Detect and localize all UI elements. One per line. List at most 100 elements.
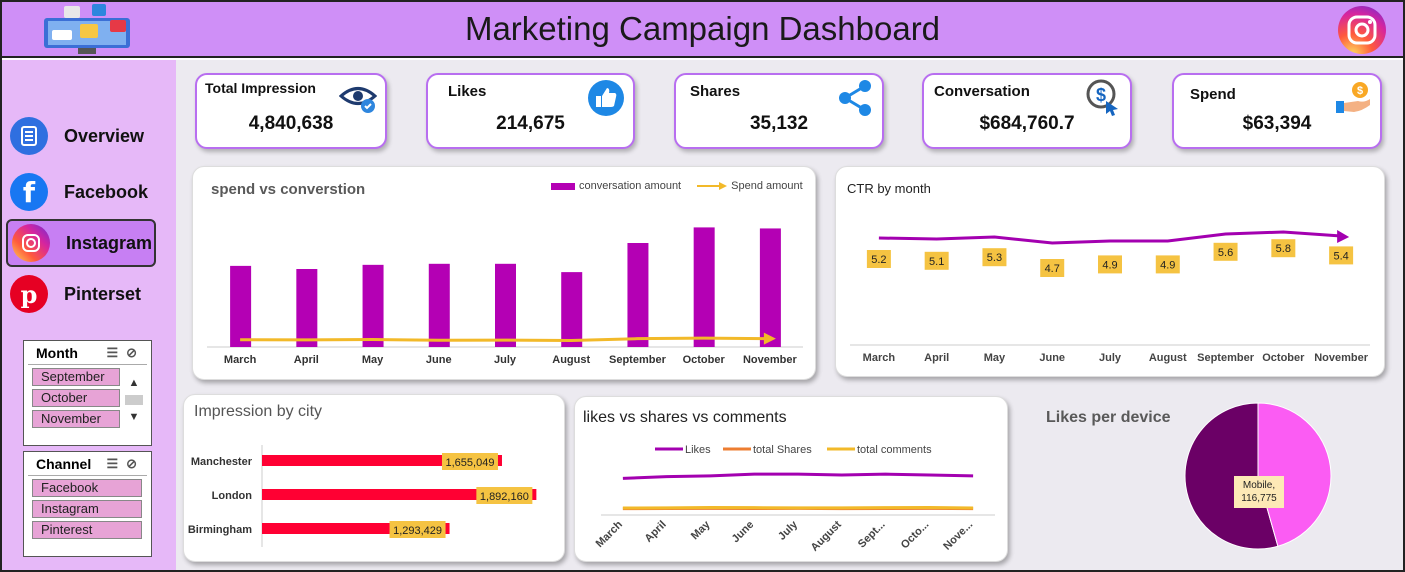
clear-filter-icon[interactable]: ⊘ [126, 344, 145, 360]
bar [693, 227, 715, 347]
nav-label: Overview [64, 125, 145, 146]
data-label-box [441, 453, 498, 470]
kpi-value: $684,760.7 [979, 113, 1075, 134]
x-tick-label: May [984, 352, 1006, 364]
social-media-monitor-icon [44, 4, 130, 54]
bar [262, 489, 537, 500]
kpi-shares: Shares 35,132 [674, 73, 884, 149]
slicer-item[interactable]: November [32, 410, 120, 428]
spend-vs-conversion-chart: March April May June July August September Octo… [207, 227, 803, 366]
data-label-box [866, 250, 891, 268]
likes-shares-comments-chart: Likes total Shares total comments March Apri… [594, 444, 995, 554]
line-end-arrow [1337, 230, 1350, 243]
data-label-box [1234, 476, 1284, 508]
slicer-item[interactable]: September [32, 368, 120, 386]
slicer-item[interactable]: Instagram [32, 500, 142, 518]
bar [561, 272, 583, 347]
slicer-item[interactable]: October [32, 389, 120, 407]
x-tick-label: April [643, 519, 669, 545]
x-tick-label: November [1314, 352, 1369, 364]
nav-pinterest[interactable]: p Pinterset [6, 270, 156, 318]
data-label-box [1155, 255, 1180, 274]
kpi-value: $63,394 [1242, 113, 1312, 134]
x-tick-label: March [224, 354, 257, 366]
data-label-box [982, 248, 1007, 267]
data-label: 1,655,049 [446, 457, 495, 469]
clear-filter-icon[interactable]: ⊘ [126, 455, 145, 471]
slicer-item[interactable]: Facebook [32, 479, 142, 497]
kpi-conversation: Conversation $ $684,760.7 [922, 73, 1132, 149]
bar [296, 269, 318, 347]
kpi-label: Shares [690, 83, 741, 100]
document-list-icon [10, 117, 48, 155]
x-tick-label: May [362, 354, 384, 366]
kpi-value: 35,132 [749, 113, 809, 134]
month-slicer: Month ☰⊘ September October November ▲ ▼ [23, 340, 152, 446]
y-tick-label: Manchester [191, 456, 253, 468]
chart-title: Impression by city [194, 403, 323, 420]
multiselect-icon[interactable]: ☰ [106, 344, 127, 360]
slicer-title: Channel [36, 455, 92, 472]
x-tick-label: September [609, 354, 667, 366]
scroll-down-icon[interactable]: ▼ [128, 411, 140, 423]
data-label: 5.6 [1218, 247, 1233, 259]
data-label-box [389, 521, 446, 538]
likes-per-device-chart: Mobile,116,775Desktop,97,900 [1184, 402, 1332, 550]
kpi-label: Spend [1190, 86, 1236, 103]
nav-label: Instagram [66, 232, 153, 253]
chart-title: Likes per device [1046, 409, 1171, 426]
bar [362, 264, 384, 347]
multiselect-icon[interactable]: ☰ [106, 455, 127, 471]
x-tick-label: September [1197, 352, 1255, 364]
nav-facebook[interactable]: f Facebook [6, 168, 156, 216]
data-label-box [476, 487, 533, 504]
share-icon [839, 80, 871, 116]
line-end-arrow [763, 332, 776, 345]
data-label: 4.9 [1160, 259, 1175, 271]
thumbs-up-icon [588, 80, 624, 116]
x-tick-label: July [494, 354, 517, 366]
slicer-tools: ☰⊘ [106, 345, 145, 361]
scroll-up-icon[interactable]: ▲ [128, 377, 140, 389]
nav-instagram[interactable]: Instagram [6, 219, 156, 267]
bar [627, 243, 649, 347]
channel-slicer: Channel ☰⊘ Facebook Instagram Pinterest [23, 451, 152, 557]
data-label-box [1040, 259, 1065, 277]
x-tick-label: May [689, 518, 713, 542]
slicer-title: Month [36, 344, 78, 361]
x-tick-label: April [924, 352, 949, 364]
slicer-item[interactable]: Pinterest [32, 521, 142, 539]
line-series [878, 230, 1342, 245]
line-series [622, 472, 974, 480]
kpi-value: 214,675 [496, 113, 565, 134]
data-label: 4.9 [1102, 259, 1117, 271]
main-area: Total Impression 4,840,638 Likes 214,675… [176, 60, 1403, 570]
likes-shares-comments-card: likes vs shares vs comments Likes total S… [574, 396, 1008, 562]
chart-title: likes vs shares vs comments [583, 409, 787, 426]
data-label-box [1213, 242, 1238, 261]
line-series [240, 336, 770, 342]
x-tick-label: March [863, 352, 896, 364]
data-label-box [924, 251, 949, 270]
kpi-total-impression: Total Impression 4,840,638 [195, 73, 387, 149]
data-label-box [1271, 239, 1296, 258]
bar [230, 265, 252, 347]
legend-label: Likes [685, 444, 711, 456]
slicer-header: Channel ☰⊘ [28, 452, 147, 476]
bar [262, 455, 502, 466]
legend-label: conversation amount [579, 180, 682, 192]
legend-label: total Shares [753, 444, 812, 456]
data-label: 5.1 [929, 256, 944, 268]
slicer-tools: ☰⊘ [106, 456, 145, 472]
header-bar: Marketing Campaign Dashboard [2, 2, 1403, 58]
x-tick-label: Octo... [899, 519, 932, 552]
data-label: 116,775 [1241, 493, 1277, 504]
data-label: Mobile, [1243, 480, 1275, 491]
x-tick-label: November [743, 354, 798, 366]
slicer-scrollbar[interactable]: ▲ ▼ [125, 373, 143, 437]
nav-overview[interactable]: Overview [6, 112, 156, 160]
x-tick-label: June [426, 354, 452, 366]
money-hand-icon: $ [1336, 82, 1370, 113]
bar [495, 263, 516, 347]
